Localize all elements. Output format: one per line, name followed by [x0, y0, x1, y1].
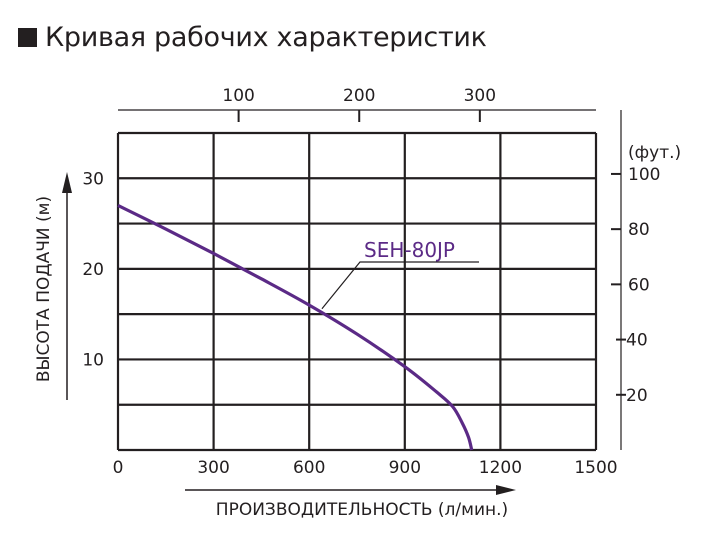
y-axis-label: ВЫСОТА ПОДАЧИ (м) [34, 196, 54, 382]
x-tick-label: 1200 [479, 458, 522, 478]
secondary-x-tick-label: 200 [343, 86, 375, 106]
x-tick-label: 0 [113, 458, 124, 478]
x-tick-label: 600 [293, 458, 325, 478]
chart-title-text: Кривая рабочих характеристик [45, 22, 487, 53]
x-tick-label: 1500 [574, 458, 617, 478]
y-axis-arrowhead-icon [62, 172, 72, 193]
chart-title: Кривая рабочих характеристик [18, 22, 487, 53]
x-axis-label: ПРОИЗВОДИТЕЛЬНОСТЬ (л/мин.) [216, 500, 508, 520]
y-tick-label: 10 [82, 350, 104, 370]
secondary-x-tick-label: 300 [464, 86, 496, 106]
secondary-y-unit-label: (фут.) [628, 143, 681, 163]
y-tick-label: 20 [82, 260, 104, 280]
secondary-y-tick-label: 80 [628, 220, 650, 240]
secondary-y-tick-label: 20 [626, 386, 648, 406]
x-axis-arrowhead-icon [496, 485, 516, 495]
series-line [117, 204, 474, 451]
series-label: SEH-80JP [364, 238, 455, 262]
secondary-y-tick-label: 100 [628, 165, 660, 185]
secondary-x-tick-label: 100 [222, 86, 254, 106]
secondary-y-tick-label: 40 [626, 331, 648, 351]
y-tick-label: 30 [82, 169, 104, 189]
x-tick-label: 900 [389, 458, 421, 478]
series-leader-line [321, 261, 479, 310]
secondary-y-tick-label: 60 [628, 275, 650, 295]
x-tick-label: 300 [197, 458, 229, 478]
square-bullet-icon [18, 28, 37, 47]
